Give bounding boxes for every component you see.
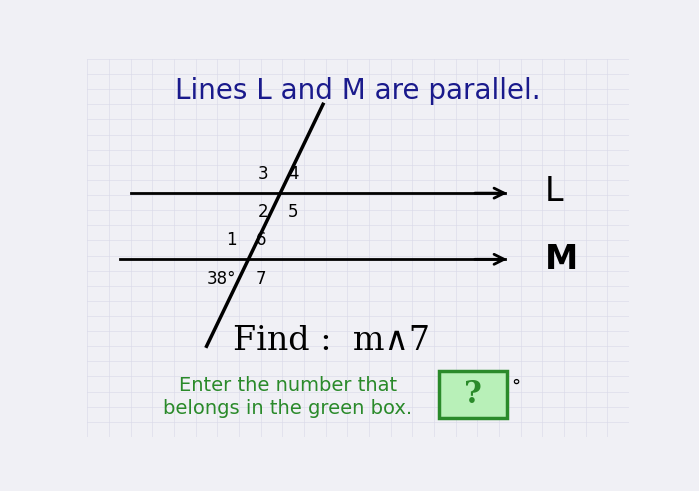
- Text: 2: 2: [258, 203, 268, 221]
- Text: L: L: [545, 175, 563, 208]
- Text: Lines L and M are parallel.: Lines L and M are parallel.: [175, 77, 541, 105]
- Text: 6: 6: [256, 231, 266, 249]
- Text: 1: 1: [226, 231, 236, 249]
- Text: belongs in the green box.: belongs in the green box.: [164, 399, 412, 418]
- Text: 5: 5: [288, 203, 298, 221]
- Text: 3: 3: [258, 165, 268, 183]
- FancyBboxPatch shape: [440, 371, 507, 418]
- Text: 38°: 38°: [207, 270, 236, 288]
- Text: Enter the number that: Enter the number that: [179, 377, 397, 395]
- Text: ?: ?: [464, 379, 482, 410]
- Text: 4: 4: [288, 165, 298, 183]
- Text: Find :  m∧7: Find : m∧7: [233, 325, 430, 356]
- Text: 7: 7: [256, 270, 266, 288]
- Text: °: °: [511, 378, 520, 396]
- Text: M: M: [545, 243, 578, 276]
